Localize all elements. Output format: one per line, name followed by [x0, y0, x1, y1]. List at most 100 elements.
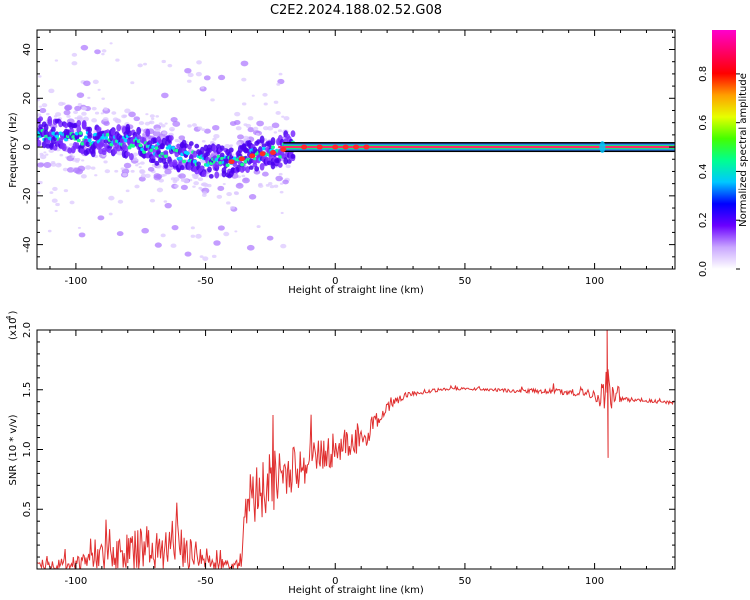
heatmap-speckle	[195, 233, 202, 239]
spectrogram-ylabel: Frequency (Hz)	[8, 112, 19, 188]
heatmap-speckle	[144, 173, 151, 178]
heatmap-speckle	[266, 235, 274, 241]
heatmap-speckle	[262, 126, 269, 131]
heatmap-band-cell	[192, 150, 198, 158]
heatmap-speckle	[209, 140, 215, 144]
heatmap-speckle	[256, 225, 261, 228]
heatmap-speckle	[130, 81, 135, 85]
heatmap-speckle	[66, 114, 71, 118]
heatmap-band-cell	[38, 116, 44, 122]
heatmap-speckle	[90, 166, 96, 170]
spectrogram-frame	[36, 29, 676, 270]
heatmap-speckle	[241, 174, 246, 178]
heatmap-band-cell	[207, 166, 212, 173]
heatmap-speckle	[247, 127, 255, 133]
heatmap-band-cell	[228, 147, 234, 153]
heatmap-band-cell	[276, 157, 281, 164]
heatmap-core-cell	[261, 146, 266, 151]
heatmap-band-cell	[152, 137, 158, 144]
heatmap-band-cell	[236, 164, 241, 173]
heatmap-speckle	[162, 131, 167, 135]
snr-scale-exponent: 4)	[5, 311, 19, 320]
heatmap-speckle	[139, 169, 145, 174]
carrier-hotspot	[270, 150, 277, 156]
heatmap-speckle	[222, 183, 226, 186]
heatmap-speckle	[45, 153, 49, 156]
heatmap-band-cell	[116, 124, 122, 132]
heatmap-speckle	[267, 125, 274, 131]
colorbar-tick-label: 0.8	[698, 66, 709, 82]
heatmap-speckle	[234, 191, 240, 196]
heatmap-band-cell	[179, 165, 185, 171]
heatmap-speckle	[160, 233, 166, 238]
heatmap-band-cell	[127, 130, 132, 137]
heatmap-core-cell	[192, 159, 197, 164]
heatmap-band-cell	[254, 166, 260, 172]
heatmap-speckle	[226, 192, 232, 197]
heatmap-speckle	[154, 127, 161, 133]
heatmap-speckle	[75, 157, 81, 162]
heatmap-speckle	[41, 103, 48, 108]
heatmap-speckle	[273, 184, 279, 188]
heatmap-speckle	[54, 59, 59, 62]
heatmap-band-cell	[150, 158, 156, 164]
heatmap-band-cell	[85, 147, 91, 155]
heatmap-band-cell	[41, 141, 47, 149]
carrier-hotspot	[316, 144, 323, 150]
heatmap-speckle	[161, 59, 166, 64]
heatmap-speckle	[218, 74, 226, 81]
heatmap-speckle	[77, 226, 81, 229]
heatmap-speckle	[241, 102, 247, 106]
heatmap-speckle	[271, 122, 280, 129]
heatmap-core-cell	[240, 162, 245, 167]
heatmap-speckle	[216, 194, 223, 199]
heatmap-speckle	[283, 116, 290, 121]
heatmap-speckle	[38, 105, 43, 108]
heatmap-speckle	[147, 166, 155, 172]
carrier-hotspot	[228, 159, 235, 165]
snr-scale-factor: (x10 4)	[5, 311, 19, 340]
heatmap-band-cell	[43, 123, 49, 132]
heatmap-band-cell	[194, 143, 200, 149]
snr-panel: -100 -50 0 50 100 0.5 1.0 1.5 2.0 Height of stra…	[5, 311, 676, 596]
heatmap-speckle	[163, 200, 168, 203]
heatmap-speckle	[273, 131, 278, 134]
heatmap-speckle	[94, 111, 100, 115]
heatmap-speckle	[50, 162, 57, 167]
heatmap-speckle	[104, 169, 111, 174]
heatmap-spike	[599, 141, 606, 154]
heatmap-band-cell	[256, 139, 261, 144]
heatmap-speckle	[130, 169, 135, 173]
heatmap-speckle	[135, 164, 139, 167]
heatmap-speckle	[206, 183, 212, 188]
heatmap-speckle	[273, 100, 279, 104]
heatmap-speckle	[201, 139, 206, 143]
heatmap-speckle	[169, 126, 175, 132]
heatmap-speckle	[71, 52, 78, 57]
heatmap-band-cell	[85, 141, 91, 148]
heatmap-band-cell	[125, 151, 131, 157]
y-tick-label: 2.0	[22, 322, 33, 338]
heatmap-speckle	[198, 186, 203, 190]
heatmap-speckle	[187, 72, 194, 78]
heatmap-speckle	[164, 202, 172, 209]
y-tick-label: -40	[22, 236, 33, 252]
heatmap-speckle	[103, 107, 109, 111]
heatmap-speckle	[64, 105, 72, 111]
heatmap-band-cell	[252, 162, 258, 168]
heatmap-speckle	[275, 175, 283, 182]
heatmap-band-cell	[201, 171, 207, 178]
y-tick-label: 1.5	[22, 382, 33, 398]
heatmap-speckle	[262, 92, 268, 97]
heatmap-core-cell	[54, 134, 59, 139]
heatmap-speckle	[192, 185, 196, 188]
heatmap-speckle	[161, 92, 169, 99]
heatmap-speckle	[128, 111, 136, 118]
heatmap-band-cell	[156, 149, 162, 156]
heatmap-speckle	[145, 113, 149, 116]
heatmap-band-cell	[214, 171, 220, 179]
heatmap-band-cell	[145, 128, 151, 137]
heatmap-core-cell	[185, 151, 190, 156]
heatmap-speckle	[85, 165, 92, 170]
heatmap-speckle	[167, 166, 173, 170]
